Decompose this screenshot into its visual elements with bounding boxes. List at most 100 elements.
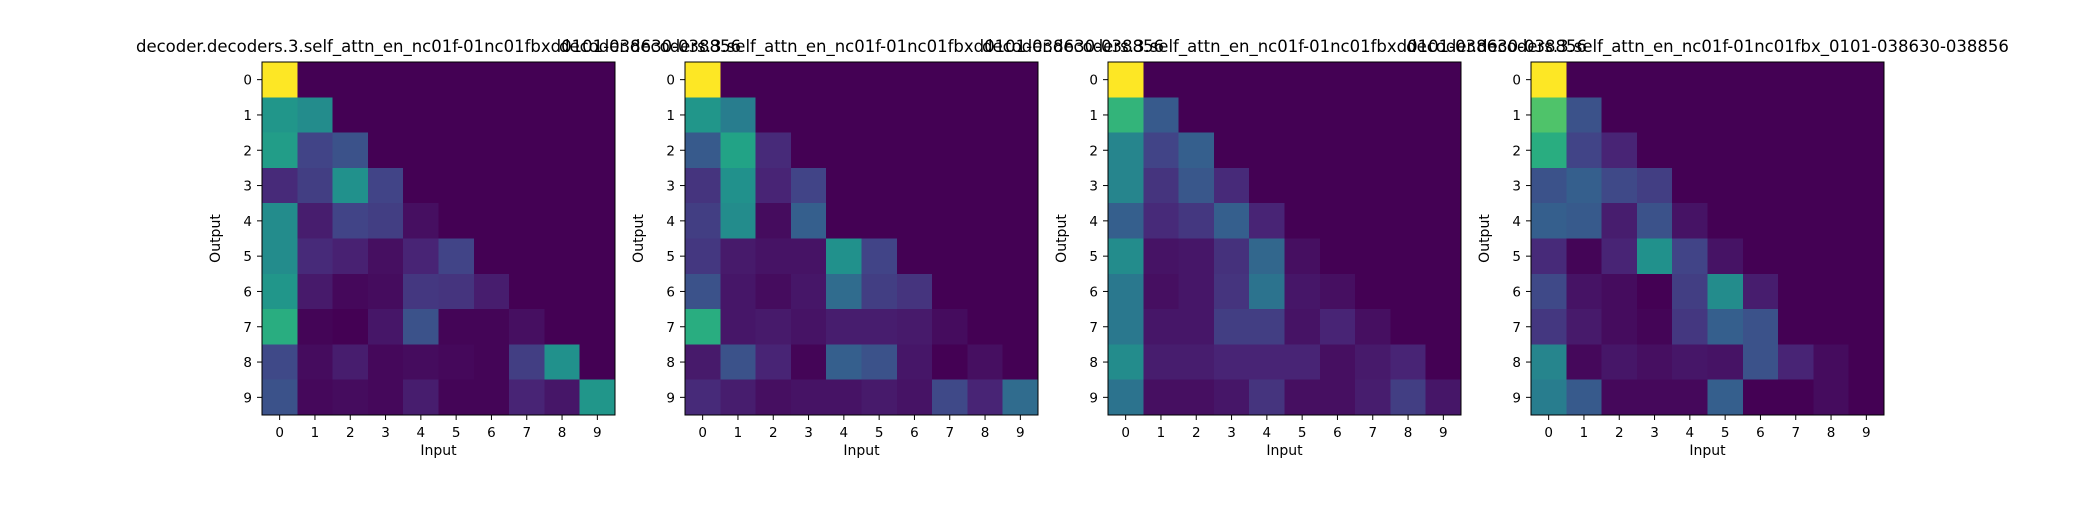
heatmap-cell	[438, 309, 475, 345]
heatmap-cell	[1742, 203, 1779, 240]
heatmap-cell	[1249, 62, 1286, 98]
x-tick-label: 4	[1263, 425, 1272, 441]
heatmap-cell	[1531, 379, 1567, 416]
panel-title: decoder.decoders.3.self_attn_en_nc01f-01…	[982, 37, 1587, 57]
heatmap-cell	[1566, 238, 1603, 275]
y-axis-label: Output	[208, 214, 224, 263]
y-tick-label: 0	[666, 73, 675, 89]
heatmap-cell	[1813, 62, 1850, 98]
x-tick-label: 1	[1157, 425, 1166, 441]
heatmap-cell	[755, 132, 792, 169]
heatmap-cell	[1108, 344, 1144, 381]
heatmap-cell	[1284, 132, 1321, 169]
heatmap-cell	[755, 203, 792, 240]
heatmap-cell	[1601, 309, 1638, 345]
heatmap-cell	[1213, 309, 1250, 345]
y-tick-label: 3	[1089, 179, 1098, 195]
heatmap-cell	[826, 273, 863, 310]
heatmap-cell	[685, 344, 721, 381]
heatmap-cell	[367, 132, 404, 169]
heatmap-cell	[1249, 238, 1286, 275]
heatmap-cell	[720, 203, 757, 240]
x-tick-label: 2	[1192, 425, 1201, 441]
axes-frame	[261, 61, 616, 416]
heatmap-cell	[262, 97, 298, 134]
heatmap-cell	[1178, 309, 1215, 345]
heatmap-cell	[1425, 344, 1462, 381]
y-axis-label: Output	[1054, 214, 1070, 263]
heatmap-cell	[932, 309, 968, 345]
heatmap-cell	[1742, 344, 1779, 381]
heatmap-panel-4: 0 1 2 3 4 5 6 7 8 9 0 1 2 3 4 5 6 7 8 9 Input Output decoder.d…	[1406, 37, 2009, 459]
heatmap-cell	[1108, 132, 1144, 169]
heatmap-cell	[1319, 309, 1356, 345]
heatmap-cell	[1848, 238, 1885, 275]
heatmap-cell	[367, 167, 404, 204]
x-tick-label: 6	[1333, 425, 1342, 441]
heatmap-cell	[403, 62, 440, 98]
heatmap-cell	[1778, 344, 1814, 381]
y-tick-label: 4	[1512, 214, 1521, 230]
x-tick-label: 3	[804, 425, 813, 441]
heatmap-cell	[1143, 309, 1180, 345]
heatmap-cell	[1601, 62, 1638, 98]
heatmap-cell	[1672, 379, 1709, 416]
heatmap-cell	[262, 379, 298, 416]
x-axis-label: Input	[1689, 443, 1726, 459]
heatmap-cell	[473, 62, 510, 98]
heatmap-cell	[967, 344, 1004, 381]
heatmap-cell	[509, 344, 545, 381]
heatmap-cell	[297, 167, 334, 204]
heatmap-panel-1: 0 1 2 3 4 5 6 7 8 9 0 1 2 3 4 5 6 7 8 9 Input Output decoder.d…	[136, 37, 741, 459]
heatmap-cell	[896, 273, 933, 310]
heatmap-cell	[790, 379, 827, 416]
heatmap-cell	[1284, 62, 1321, 98]
axes-frame	[1530, 61, 1885, 416]
x-tick-label: 0	[1121, 425, 1130, 441]
heatmap-cell	[1742, 167, 1779, 204]
heatmap-cell	[1778, 62, 1814, 98]
heatmap-cell	[1284, 203, 1321, 240]
x-tick-label: 2	[1615, 425, 1624, 441]
heatmap-cell	[1778, 167, 1814, 204]
x-tick-label: 4	[417, 425, 426, 441]
x-tick-label: 5	[875, 425, 884, 441]
heatmap-cell	[1848, 379, 1885, 416]
y-tick-label: 2	[666, 143, 675, 159]
heatmap-cell	[1813, 344, 1850, 381]
x-axis-label: Input	[1266, 443, 1303, 459]
heatmap-cell	[1707, 203, 1744, 240]
heatmap-cell	[1848, 309, 1885, 345]
heatmap-cell	[1813, 97, 1850, 134]
panel-title: decoder.decoders.3.self_attn_en_nc01f-01…	[136, 37, 741, 57]
heatmap-cell	[332, 203, 369, 240]
heatmap-cell	[1390, 132, 1427, 169]
heatmap-cell	[1143, 203, 1180, 240]
heatmap-cell	[1213, 238, 1250, 275]
heatmap-cell	[1848, 167, 1885, 204]
heatmap-cell	[826, 97, 863, 134]
heatmap-cell	[896, 238, 933, 275]
heatmap-cell	[579, 132, 616, 169]
heatmap-cell	[332, 273, 369, 310]
heatmap-cell	[297, 97, 334, 134]
heatmap-cell	[403, 203, 440, 240]
heatmap-cell	[1778, 309, 1814, 345]
heatmap-cell	[1601, 203, 1638, 240]
heatmap-cell	[1213, 344, 1250, 381]
heatmap-cell	[579, 273, 616, 310]
y-tick-label: 8	[666, 355, 675, 371]
heatmap-cell	[1249, 379, 1286, 416]
heatmap-cell	[403, 379, 440, 416]
y-tick-label: 0	[243, 73, 252, 89]
y-tick-label: 1	[243, 108, 252, 124]
heatmap-cell	[720, 344, 757, 381]
heatmap-cell	[1566, 344, 1603, 381]
heatmap-cell	[685, 62, 721, 98]
heatmap-cell	[1742, 309, 1779, 345]
heatmap-cell	[1742, 132, 1779, 169]
heatmap-cell	[1319, 62, 1356, 98]
x-tick-label: 5	[452, 425, 461, 441]
heatmap-cell	[720, 273, 757, 310]
